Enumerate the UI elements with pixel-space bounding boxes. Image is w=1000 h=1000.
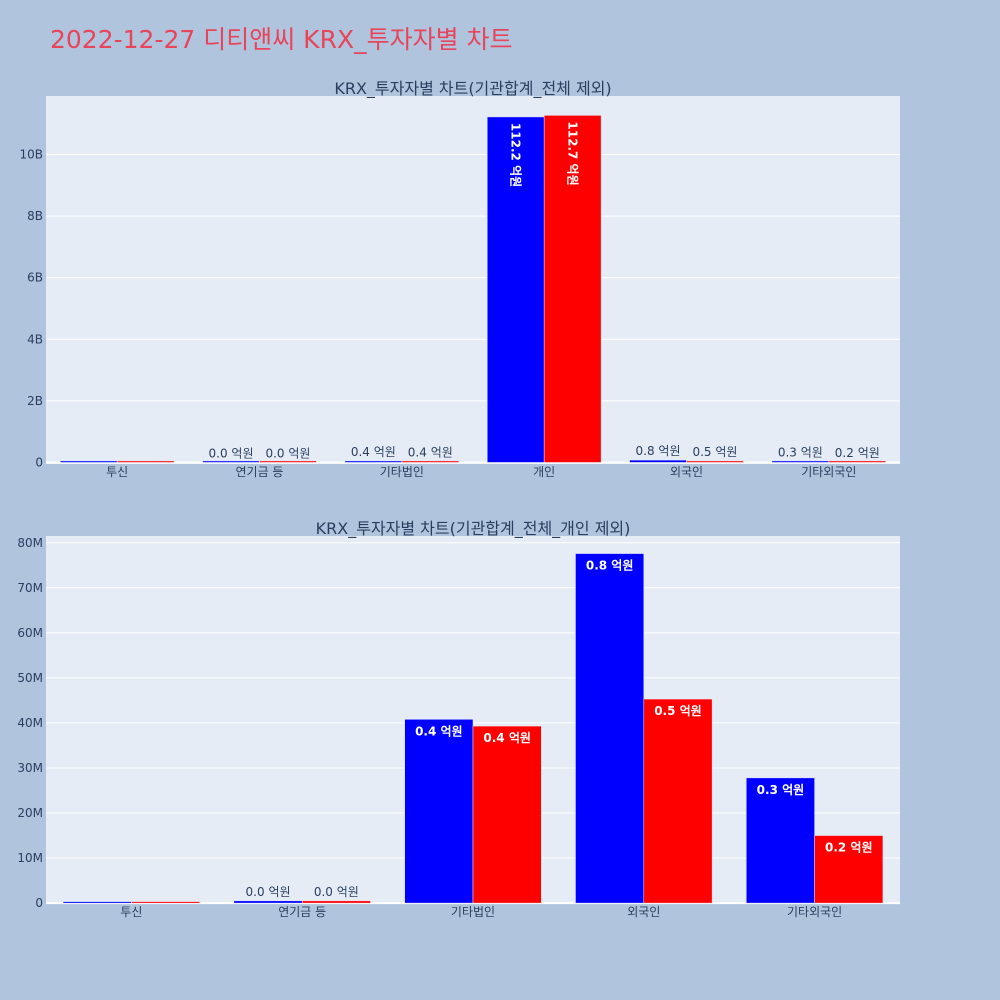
bar: [62, 901, 132, 904]
y-tick-label: 8B: [27, 209, 43, 223]
x-tick-label: 투신: [120, 905, 142, 919]
x-tick-label: 외국인: [670, 465, 703, 479]
chart-panel-2: 0 10M 20M 30M 40M 50M 60M 70M 80M KRX_투자자별 차트(기관합…: [17, 519, 900, 919]
bar: [233, 900, 303, 904]
bar: [259, 460, 317, 463]
data-label: 0.0 억원: [314, 885, 359, 899]
data-label: 0.8 억원: [586, 559, 634, 573]
page-title: 2022-12-27 디티앤씨 KRX_투자자별 차트: [50, 25, 513, 54]
y-tick-label: 80M: [17, 536, 43, 550]
bar: [401, 460, 460, 463]
bar: [828, 460, 887, 463]
data-label: 0.4 억원: [483, 731, 531, 745]
data-label: 0.0 억원: [246, 885, 291, 899]
bar: [629, 459, 687, 463]
y-tick-label: 40M: [17, 716, 43, 730]
x-tick-label: 개인: [533, 465, 555, 479]
bar: [404, 719, 474, 904]
data-label: 0.2 억원: [835, 446, 880, 460]
y-tick-label: 0: [35, 896, 43, 910]
x-tick-label: 연기금 등: [236, 465, 284, 479]
y-tick-label: 50M: [17, 671, 43, 685]
data-label: 112.7 억원: [566, 121, 580, 185]
y-tick-label: 10B: [19, 148, 43, 162]
x-tick-label: 기타외국인: [801, 465, 856, 479]
x-tick-label: 연기금 등: [278, 905, 326, 919]
plot-area: [46, 96, 900, 464]
bar: [746, 777, 815, 904]
bar: [116, 460, 175, 463]
bar: [575, 553, 645, 904]
x-tick-label: 외국인: [627, 905, 660, 919]
data-label: 0.3 억원: [757, 783, 805, 797]
y-tick-label: 30M: [17, 761, 43, 775]
y-tick-label: 6B: [27, 271, 43, 285]
data-label: 0.5 억원: [692, 445, 737, 459]
bar: [686, 460, 744, 463]
chart-panel-1: 0 2B 4B 6B 8B 10B KRX_투자자별 차트(기관합계_전체 제외) 투신 연기금…: [19, 79, 900, 479]
y-tick-label: 10M: [17, 851, 43, 865]
bar: [131, 901, 200, 904]
bar: [771, 460, 830, 463]
x-tick-label: 기타법인: [380, 465, 424, 479]
data-label: 0.4 억원: [415, 724, 463, 738]
data-label: 0.2 억원: [825, 841, 873, 855]
data-label: 0.3 억원: [778, 446, 823, 460]
x-tick-label: 기타외국인: [787, 905, 842, 919]
subplot-title: KRX_투자자별 차트(기관합계_전체_개인 제외): [316, 519, 631, 539]
bar: [472, 725, 542, 904]
bar: [344, 460, 403, 463]
y-tick-label: 60M: [17, 626, 43, 640]
x-tick-label: 기타법인: [451, 905, 495, 919]
data-label: 0.8 억원: [636, 444, 681, 458]
data-label: 0.5 억원: [654, 704, 702, 718]
data-label: 0.4 억원: [408, 445, 453, 459]
data-label: 0.0 억원: [265, 446, 310, 460]
data-label: 112.2 억원: [509, 123, 523, 187]
data-label: 0.4 억원: [351, 445, 396, 459]
bar: [543, 115, 602, 463]
y-tick-label: 0: [35, 455, 43, 469]
y-tick-label: 4B: [27, 332, 43, 346]
x-tick-label: 투신: [106, 465, 128, 479]
y-tick-label: 70M: [17, 581, 43, 595]
y-tick-label: 20M: [17, 806, 43, 820]
subplot-title: KRX_투자자별 차트(기관합계_전체 제외): [334, 79, 611, 99]
bar: [643, 698, 713, 904]
bar: [59, 460, 118, 463]
bar: [301, 900, 371, 904]
y-tick-label: 2B: [27, 394, 43, 408]
bar: [202, 460, 260, 463]
bar: [814, 835, 884, 904]
data-label: 0.0 억원: [209, 446, 254, 460]
